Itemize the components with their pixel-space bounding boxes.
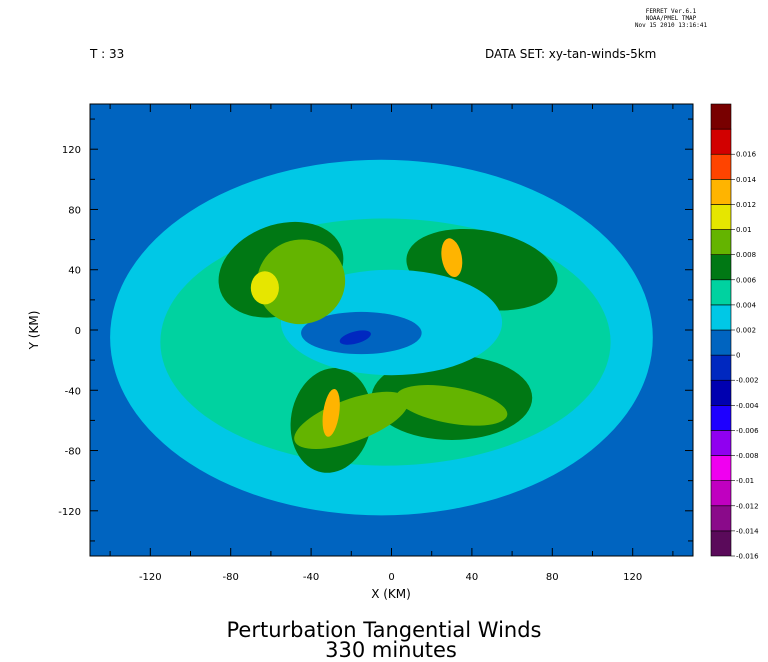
colorbar-label: -0.006 (736, 427, 759, 435)
plot-area (90, 104, 693, 556)
colorbar-label: -0.008 (736, 452, 759, 460)
x-tick-label: -80 (223, 572, 239, 583)
x-tick-label: 80 (546, 572, 559, 583)
field-center-min (339, 330, 371, 345)
y-tick-label: -40 (65, 386, 81, 397)
colorbar-label: -0.012 (736, 502, 759, 510)
colorbar-swatch (710, 179, 732, 205)
field-yellow-sw (294, 391, 409, 450)
x-tick-label: -40 (303, 572, 319, 583)
y-axis-label: Y (KM) (27, 311, 41, 351)
y-tick-label: 40 (68, 266, 81, 277)
x-tick-label: 40 (466, 572, 479, 583)
ferret-stamp: FERRET Ver.6.1 NOAA/PMEL TMAP Nov 15 201… (618, 8, 724, 29)
field-orange-nw (250, 271, 279, 305)
field-yellow-se (396, 385, 508, 426)
colorbar-swatch (710, 103, 732, 130)
y-tick-label: -120 (58, 507, 81, 518)
colorbar-swatch (710, 329, 732, 356)
colorbar-label: -0.002 (736, 377, 759, 385)
dataset-label: DATA SET: xy-tan-winds-5km (485, 47, 657, 61)
y-tick-label: 120 (62, 145, 81, 156)
stamp-date: Nov 15 2010 13:16:41 (634, 22, 708, 29)
colorbar-label: 0.004 (736, 301, 757, 309)
y-tick-label: 0 (75, 326, 81, 337)
colorbar-label: -0.014 (736, 527, 759, 535)
colorbar-swatch (710, 304, 732, 331)
stamp-org: NOAA/PMEL TMAP (645, 15, 697, 22)
colorbar-label: 0.016 (736, 151, 757, 159)
chart-title: Perturbation Tangential Winds (227, 618, 542, 642)
time-label: T : 33 (90, 47, 125, 61)
colorbar-swatch (710, 455, 732, 481)
colorbar: -0.016 -0.014 -0.012 -0.01 -0.008 -0.006 -0.00… (710, 103, 759, 561)
x-tick-label: 0 (388, 572, 394, 583)
colorbar-swatch (710, 153, 732, 180)
y-tick-label: 80 (68, 205, 81, 216)
colorbar-swatch (710, 505, 732, 532)
field-red-ne (441, 238, 463, 278)
colorbar-label: 0.01 (736, 226, 752, 234)
colorbar-swatch (710, 480, 732, 507)
colorbar-label: 0.008 (736, 251, 756, 259)
stamp-version: FERRET Ver.6.1 (645, 8, 697, 15)
colorbar-swatch (710, 354, 732, 381)
x-axis-label: X (KM) (371, 587, 411, 601)
axes: -120 -80 -40 0 40 80 120 -120 -80 -40 0 40 80 120 (58, 104, 693, 583)
colorbar-label: 0.012 (736, 201, 756, 209)
colorbar-swatch (710, 229, 732, 255)
colorbar-swatch (710, 128, 732, 155)
colorbar-swatch (710, 430, 732, 456)
colorbar-swatch (710, 405, 732, 431)
colorbar-swatch (710, 254, 732, 281)
colorbar-swatch (710, 204, 732, 230)
y-tick-label: -80 (65, 447, 81, 458)
colorbar-label: 0.006 (736, 276, 757, 284)
x-tick-label: -120 (139, 572, 162, 583)
colorbar-label: 0 (736, 352, 740, 360)
colorbar-label: 0.014 (736, 176, 757, 184)
field-yellow-nw (256, 239, 346, 325)
x-tick-label: 120 (623, 572, 642, 583)
colorbar-swatch (710, 379, 732, 406)
colorbar-label: -0.016 (736, 553, 759, 561)
field-red-sw (322, 388, 340, 437)
colorbar-label: -0.004 (736, 402, 759, 410)
colorbar-swatch (710, 530, 732, 557)
colorbar-swatch (710, 279, 732, 306)
colorbar-label: -0.01 (736, 477, 754, 485)
colorbar-label: 0.002 (736, 327, 756, 335)
chart-subtitle: 330 minutes (325, 638, 457, 662)
